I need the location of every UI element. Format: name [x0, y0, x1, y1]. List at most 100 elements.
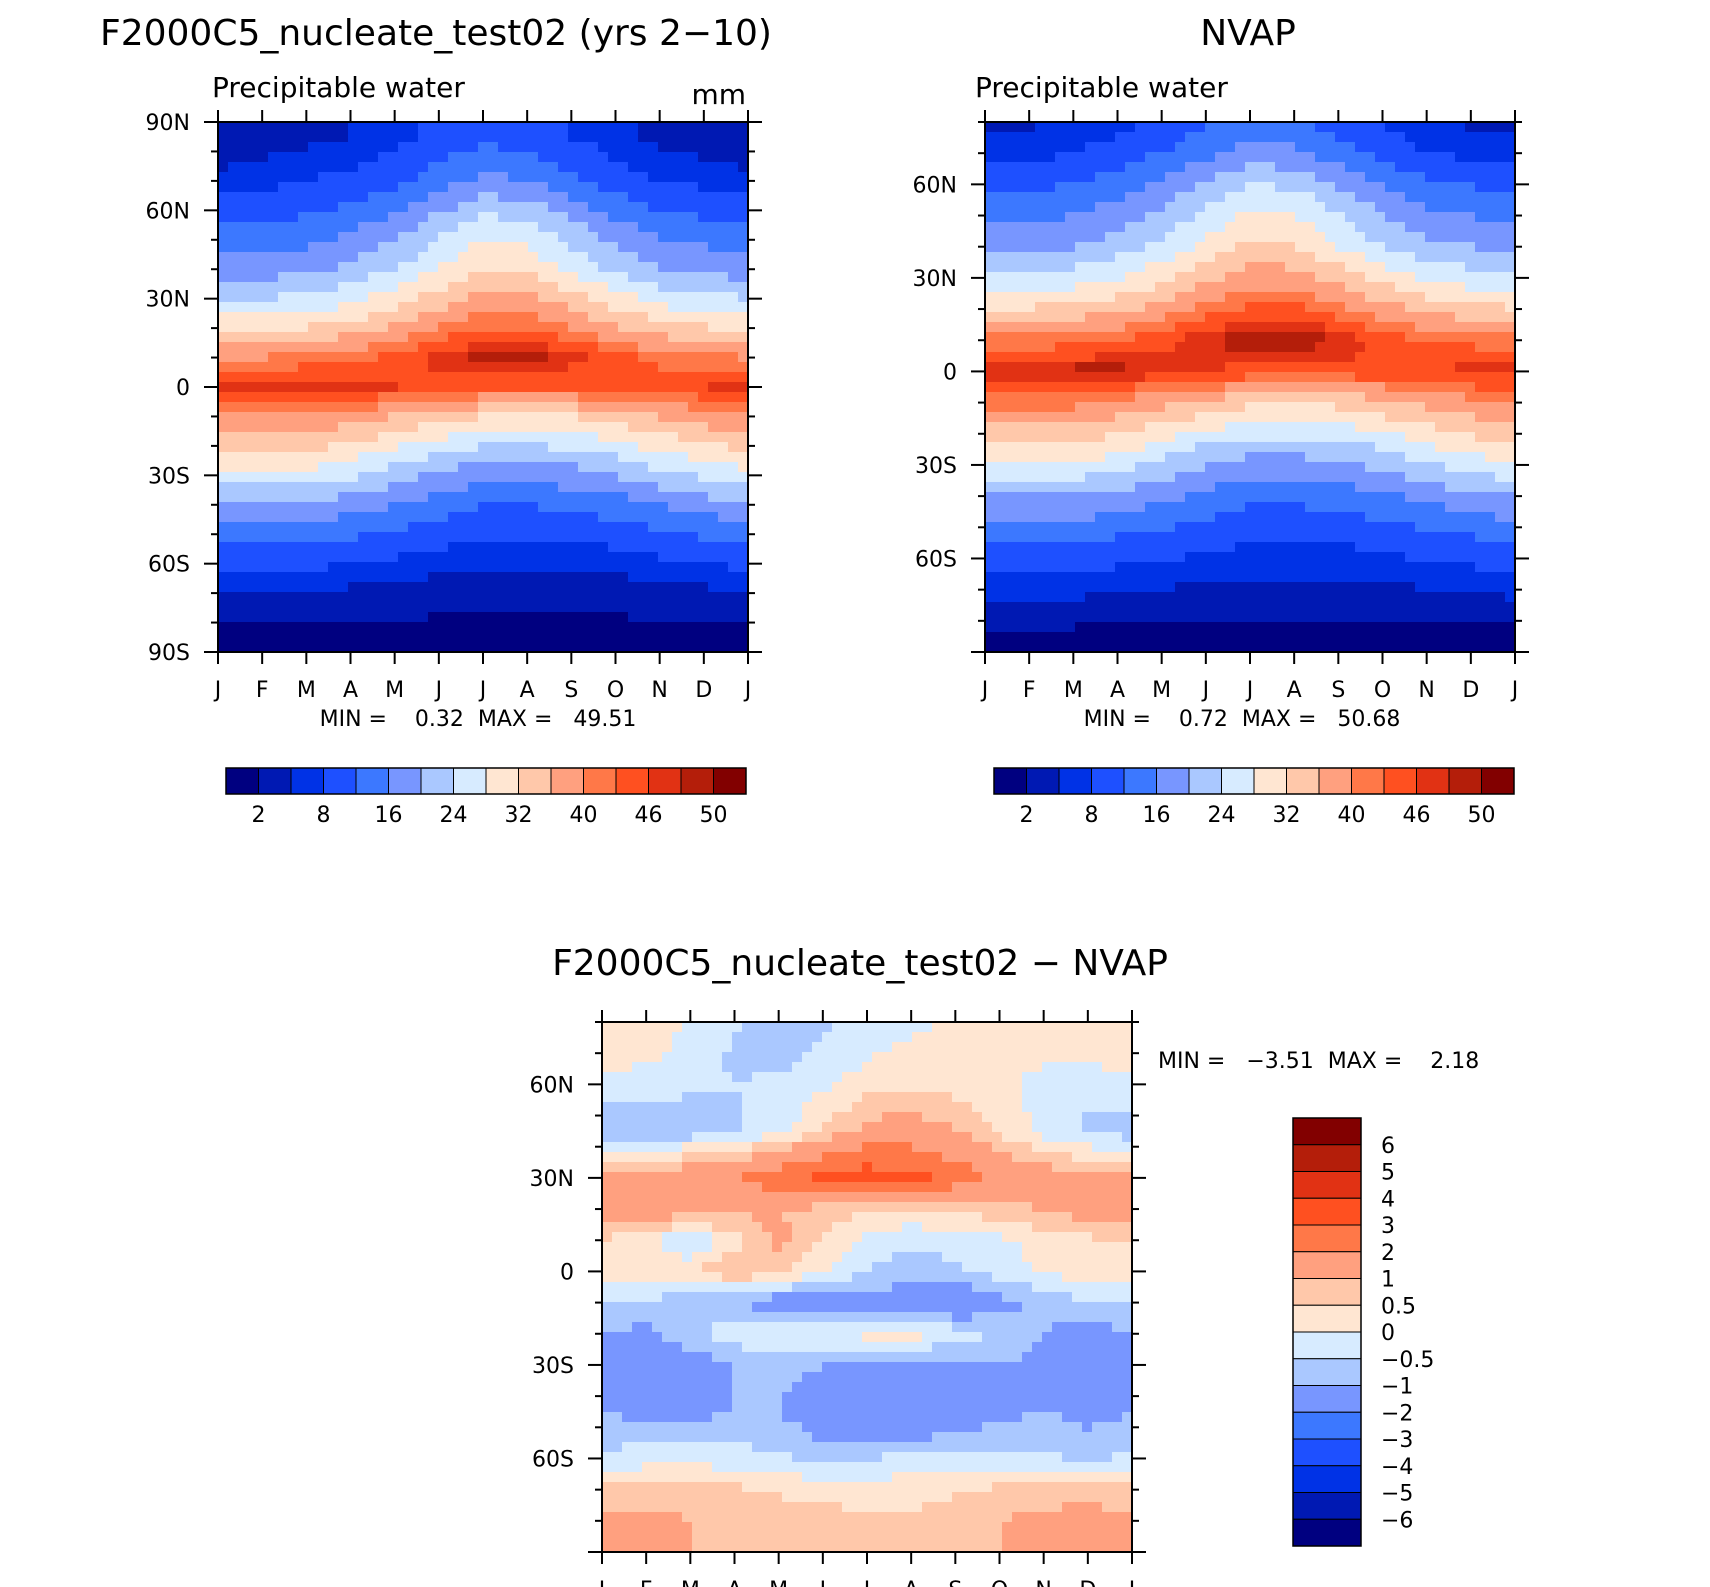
- field-cell: [618, 172, 629, 183]
- field-cell: [508, 172, 519, 183]
- field-cell: [698, 262, 709, 273]
- field-cell: [598, 322, 609, 333]
- field-cell: [1285, 452, 1296, 463]
- field-cell: [468, 342, 479, 353]
- field-cell: [418, 142, 429, 153]
- field-cell: [1215, 242, 1226, 253]
- field-cell: [608, 402, 619, 413]
- field-cell: [1045, 352, 1056, 363]
- field-cell: [668, 542, 679, 553]
- field-cell: [628, 622, 639, 633]
- field-cell: [288, 382, 299, 393]
- field-cell: [318, 372, 329, 383]
- field-cell: [1435, 322, 1446, 333]
- field-cell: [228, 622, 239, 633]
- field-cell: [1025, 352, 1036, 363]
- field-cell: [1465, 312, 1476, 323]
- field-cell: [1225, 162, 1236, 173]
- field-cell: [718, 412, 729, 423]
- field-cell: [1235, 362, 1246, 373]
- field-cell: [298, 332, 309, 343]
- field-cell: [1325, 272, 1336, 283]
- field-cell: [618, 142, 629, 153]
- field-cell: [708, 322, 719, 333]
- field-cell: [568, 202, 579, 213]
- field-cell: [238, 642, 249, 652]
- field-cell: [638, 212, 649, 223]
- field-cell: [508, 572, 519, 583]
- field-cell: [378, 252, 389, 263]
- field-cell: [1215, 472, 1226, 483]
- field-cell: [638, 582, 649, 593]
- field-cell: [648, 342, 659, 353]
- field-cell: [1215, 212, 1226, 223]
- field-cell: [1245, 132, 1256, 143]
- field-cell: [698, 362, 709, 373]
- field-cell: [1165, 152, 1176, 163]
- field-cell: [268, 602, 279, 613]
- field-cell: [1025, 232, 1036, 243]
- field-cell: [598, 292, 609, 303]
- field-cell: [1075, 322, 1086, 333]
- field-cell: [1085, 442, 1096, 453]
- field-cell: [1425, 282, 1436, 293]
- field-cell: [1295, 492, 1306, 503]
- field-cell: [318, 352, 329, 363]
- field-cell: [658, 362, 669, 373]
- field-cell: [388, 632, 399, 643]
- field-cell: [608, 122, 619, 133]
- field-cell: [678, 182, 689, 193]
- field-cell: [1025, 182, 1036, 193]
- field-cell: [578, 282, 589, 293]
- field-cell: [258, 542, 269, 553]
- field-cell: [498, 312, 509, 323]
- field-cell: [1045, 432, 1056, 443]
- field-cell: [678, 432, 689, 443]
- field-cell: [448, 382, 459, 393]
- field-cell: [608, 152, 619, 163]
- field-cell: [308, 492, 319, 503]
- field-cell: [318, 152, 329, 163]
- field-cell: [488, 482, 499, 493]
- field-cell: [1285, 142, 1296, 153]
- field-cell: [338, 302, 349, 313]
- field-cell: [358, 282, 369, 293]
- field-cell: [588, 182, 599, 193]
- field-cell: [278, 332, 289, 343]
- field-cell: [468, 562, 479, 573]
- field-cell: [1115, 142, 1126, 153]
- field-cell: [528, 202, 539, 213]
- field-cell: [1055, 372, 1066, 383]
- field-cell: [1145, 162, 1156, 173]
- field-cell: [985, 142, 996, 153]
- field-cell: [378, 632, 389, 643]
- field-cell: [398, 572, 409, 583]
- field-cell: [1185, 202, 1196, 213]
- field-cell: [228, 542, 239, 553]
- field-cell: [358, 402, 369, 413]
- field-cell: [328, 572, 339, 583]
- field-cell: [1075, 342, 1086, 353]
- field-cell: [1175, 342, 1186, 353]
- field-cell: [598, 302, 609, 313]
- field-cell: [1085, 352, 1096, 363]
- field-cell: [1105, 482, 1116, 493]
- field-cell: [1065, 322, 1076, 333]
- field-cell: [298, 552, 309, 563]
- field-cell: [1475, 322, 1486, 333]
- field-cell: [708, 592, 719, 603]
- field-cell: [458, 122, 469, 133]
- field-cell: [398, 412, 409, 423]
- field-cell: [1165, 452, 1176, 463]
- field-cell: [1005, 132, 1016, 143]
- field-cell: [418, 612, 429, 623]
- field-cell: [1375, 162, 1386, 173]
- field-cell: [258, 512, 269, 523]
- field-cell: [995, 232, 1006, 243]
- field-cell: [1485, 442, 1496, 453]
- field-cell: [598, 222, 609, 233]
- field-cell: [318, 242, 329, 253]
- field-cell: [228, 512, 239, 523]
- field-cell: [478, 422, 489, 433]
- field-cell: [488, 442, 499, 453]
